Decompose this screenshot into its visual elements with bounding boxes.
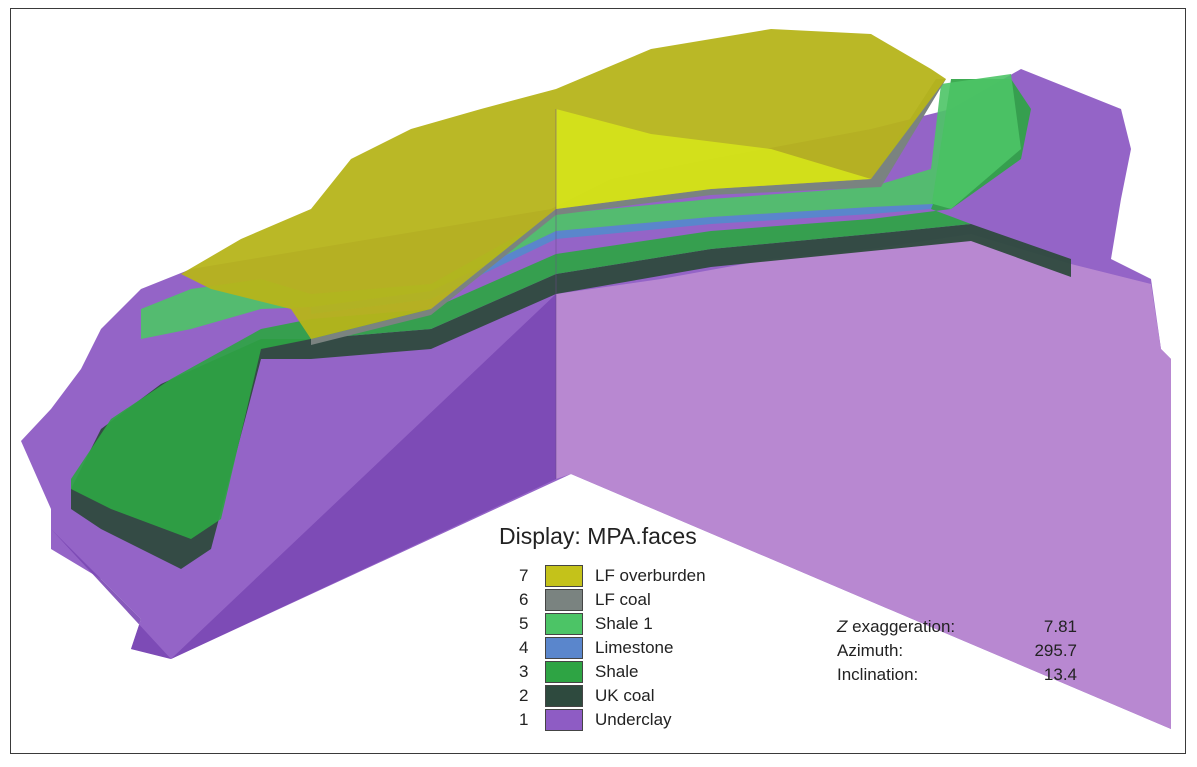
legend-number: 7 [519, 566, 537, 586]
azimuth-label: Azimuth: [837, 641, 903, 661]
z-exaggeration-label-text: exaggeration: [847, 617, 955, 636]
z-exaggeration-value: 7.81 [977, 617, 1077, 637]
azimuth-value: 295.7 [977, 641, 1077, 661]
legend-number: 3 [519, 662, 537, 682]
legend-label: Underclay [595, 710, 672, 730]
legend-swatch [545, 589, 583, 611]
legend-label: LF overburden [595, 566, 706, 586]
z-exaggeration-label: Z exaggeration: [837, 617, 955, 637]
legend-swatch [545, 637, 583, 659]
legend-number: 1 [519, 710, 537, 730]
legend-label: LF coal [595, 590, 651, 610]
legend-label: Shale 1 [595, 614, 653, 634]
legend-swatch [545, 661, 583, 683]
figure-frame: Display: MPA.faces 7 LF overburden 6 LF … [10, 8, 1186, 754]
legend-label: Shale [595, 662, 638, 682]
legend-label: Limestone [595, 638, 673, 658]
legend-number: 5 [519, 614, 537, 634]
inclination-value: 13.4 [977, 665, 1077, 685]
z-symbol: Z [837, 617, 847, 636]
legend-number: 4 [519, 638, 537, 658]
inclination-label: Inclination: [837, 665, 918, 685]
legend-label: UK coal [595, 686, 655, 706]
legend-title: Display: MPA.faces [499, 523, 697, 550]
legend-number: 2 [519, 686, 537, 706]
legend-swatch [545, 709, 583, 731]
legend-number: 6 [519, 590, 537, 610]
legend-swatch [545, 685, 583, 707]
legend-swatch [545, 565, 583, 587]
legend-swatch [545, 613, 583, 635]
